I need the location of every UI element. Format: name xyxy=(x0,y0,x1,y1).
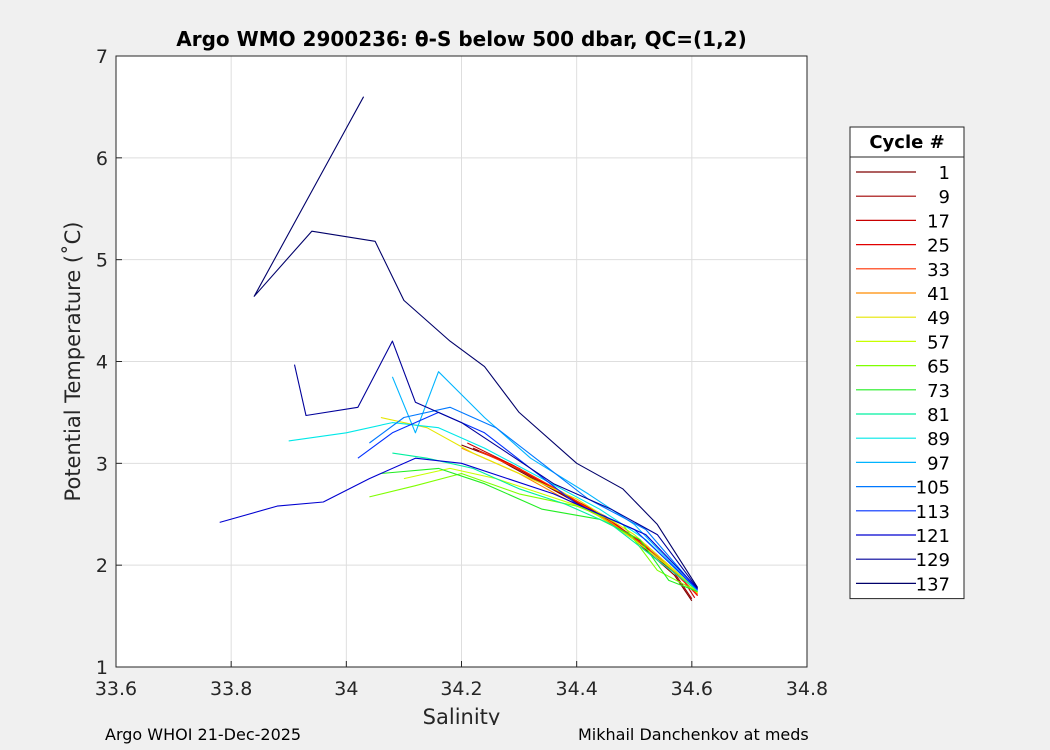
y-tick-label: 3 xyxy=(96,453,108,475)
x-tick-label: 34.4 xyxy=(556,678,598,700)
legend-label-17: 17 xyxy=(927,211,950,232)
series-line-57 xyxy=(403,467,698,594)
x-tick-label: 33.6 xyxy=(95,678,137,700)
y-axis-label: Potential Temperature (˚C) xyxy=(61,222,85,502)
legend-label-57: 57 xyxy=(927,332,950,353)
legend-label-49: 49 xyxy=(927,308,950,329)
x-tick-label: 34 xyxy=(334,678,358,700)
y-tick-label: 4 xyxy=(96,352,108,374)
legend-label-105: 105 xyxy=(916,478,950,499)
series-line-49 xyxy=(380,416,698,594)
legend-label-9: 9 xyxy=(939,187,950,208)
y-tick-label: 2 xyxy=(96,555,108,577)
legend-label-129: 129 xyxy=(916,550,950,571)
legend-label-121: 121 xyxy=(916,526,950,547)
legend-label-25: 25 xyxy=(927,236,950,257)
x-tick-label: 34.8 xyxy=(786,678,828,700)
x-tick-label: 33.8 xyxy=(210,678,252,700)
legend: Cycle # 1 9 17 25 33 41 49 57 65 73 81 89 97 105 113 121… xyxy=(849,126,965,600)
x-tick-label: 34.6 xyxy=(671,678,713,700)
legend-label-73: 73 xyxy=(927,381,950,402)
footer-right: Mikhail Danchenkov at meds xyxy=(578,725,809,744)
legend-label-41: 41 xyxy=(927,284,950,305)
series-line-105 xyxy=(369,406,699,590)
legend-title: Cycle # xyxy=(869,132,944,153)
y-tick-label: 7 xyxy=(96,46,108,68)
legend-label-81: 81 xyxy=(927,405,950,426)
series-line-65 xyxy=(369,472,698,593)
chart-title: Argo WMO 2900236: θ-S below 500 dbar, QC… xyxy=(176,27,746,51)
y-tick-label: 5 xyxy=(96,250,108,272)
x-axis-label: Salinity xyxy=(423,705,501,725)
series-line-129 xyxy=(293,340,699,589)
legend-label-137: 137 xyxy=(916,574,950,595)
legend-box xyxy=(849,126,965,600)
legend-label-89: 89 xyxy=(927,429,950,450)
series-line-121 xyxy=(219,457,698,589)
y-tick-label: 1 xyxy=(96,657,108,679)
legend-label-1: 1 xyxy=(939,163,950,184)
legend-label-33: 33 xyxy=(927,260,950,281)
plot-frame xyxy=(115,55,808,668)
legend-label-97: 97 xyxy=(927,453,950,474)
series-line-89 xyxy=(288,422,698,591)
x-tick-label: 34.2 xyxy=(440,678,482,700)
legend-label-65: 65 xyxy=(927,357,950,378)
series-line-137 xyxy=(253,96,699,588)
footer-left: Argo WHOI 21-Dec-2025 xyxy=(105,725,302,744)
y-tick-label: 6 xyxy=(96,148,108,170)
series-line-73 xyxy=(380,467,698,593)
legend-label-113: 113 xyxy=(916,502,950,523)
